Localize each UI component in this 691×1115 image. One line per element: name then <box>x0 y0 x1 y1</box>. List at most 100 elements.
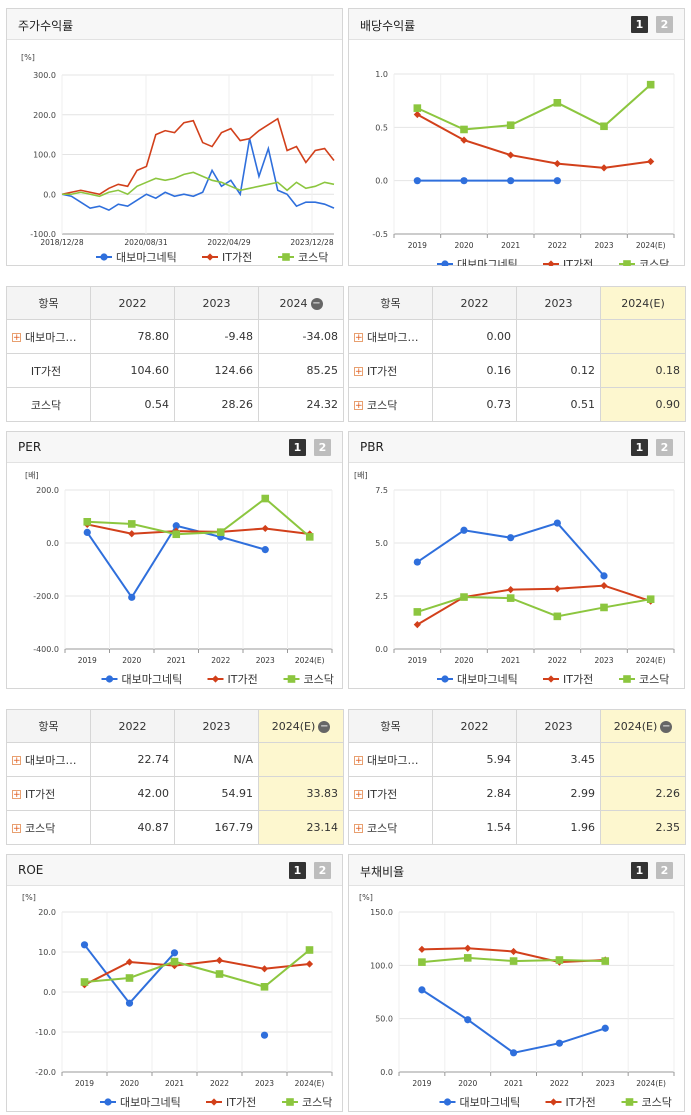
legend-marker <box>104 1098 112 1106</box>
unit-label: [배] <box>354 471 368 480</box>
table-row: + IT가전 42.00 54.91 33.83 <box>6 776 344 811</box>
per-panel: PER 1 2 [배] 200.0 0.0 -200.0 -400.0 2019 2020 2… <box>6 431 343 689</box>
expand-plus-icon[interactable]: + <box>12 790 21 800</box>
data-point <box>418 945 426 953</box>
data-point <box>172 530 181 539</box>
panel-header: PBR 1 2 <box>349 432 684 463</box>
expand-plus-icon[interactable]: + <box>12 756 21 766</box>
col-header-item: 항목 <box>6 286 91 320</box>
view-2-button[interactable]: 2 <box>656 16 673 33</box>
table-cell: 28.26 <box>174 387 259 422</box>
col-header-item: 항목 <box>6 709 91 743</box>
view-2-button[interactable]: 2 <box>314 439 331 456</box>
expand-plus-icon[interactable]: + <box>354 401 363 411</box>
data-point <box>418 958 426 966</box>
panel-title: PBR <box>360 440 384 454</box>
col-header-2024e: 2024(E) <box>600 286 686 320</box>
view-2-button[interactable]: 2 <box>656 439 673 456</box>
data-point <box>506 121 515 129</box>
table-row: + 대보마그… 78.80 -9.48 -34.08 <box>6 319 344 354</box>
data-point <box>128 530 136 538</box>
table-cell: 0.18 <box>600 353 686 388</box>
x-tick-label: 2021 <box>504 1079 523 1088</box>
expand-plus-icon[interactable]: + <box>354 824 363 834</box>
x-tick-label: 2023 <box>256 656 275 665</box>
expand-plus-icon[interactable]: + <box>12 824 21 834</box>
y-tick-label: 2.5 <box>375 592 388 601</box>
row-name: + IT가전 <box>348 353 433 388</box>
data-point <box>83 528 91 536</box>
data-point <box>261 494 270 503</box>
collapse-icon[interactable]: − <box>310 297 323 310</box>
table-row: + 코스닥 40.87 167.79 23.14 <box>6 810 344 845</box>
x-tick-label: 2024(E) <box>636 1079 666 1088</box>
view-1-button[interactable]: 1 <box>631 862 648 879</box>
collapse-icon[interactable]: − <box>660 720 673 733</box>
y-tick-label: -10.0 <box>35 1028 56 1037</box>
pbr-table: 항목 2022 2023 2024(E) − + 대보마그… 5.94 3.45 + IT가… <box>348 709 686 845</box>
series-line <box>421 989 606 1054</box>
view-1-button[interactable]: 1 <box>631 439 648 456</box>
legend-marker <box>100 253 108 261</box>
data-point <box>600 603 608 612</box>
view-2-button[interactable]: 2 <box>656 862 673 879</box>
expand-plus-icon[interactable]: + <box>354 790 363 800</box>
legend-marker <box>549 1098 558 1106</box>
row-name-label: 대보마그… <box>25 753 77 767</box>
y-tick-label: 1.0 <box>375 70 388 79</box>
panel-header: 부채비율 1 2 <box>349 855 684 886</box>
legend-label: 코스닥 <box>304 673 334 686</box>
roe-panel: ROE 1 2 [%] 20.0 10.0 0.0 -10.0 -20.0 2019 2020… <box>6 854 343 1112</box>
table-cell: 54.91 <box>174 776 259 811</box>
row-name-label: 코스닥 <box>367 821 398 835</box>
table-cell: 0.73 <box>432 387 517 422</box>
legend-marker <box>211 675 220 683</box>
legend-label: IT가전 <box>226 1096 256 1109</box>
x-tick-label: 2021 <box>501 656 520 665</box>
x-tick-label: 2022 <box>548 656 567 665</box>
view-1-button[interactable]: 1 <box>631 16 648 33</box>
legend-label: IT가전 <box>563 673 593 686</box>
legend-label: 대보마그네틱 <box>457 258 518 266</box>
y-tick-label: 0.5 <box>375 123 388 132</box>
roe-chart: [%]20.0 10.0 0.0 -10.0 -20.0 2019 2020 2021 2022… <box>22 893 333 1109</box>
expand-plus-icon[interactable]: + <box>12 333 21 343</box>
expand-plus-icon[interactable]: + <box>354 333 363 343</box>
data-point <box>553 177 561 185</box>
table-row: + 코스닥 0.73 0.51 0.90 <box>348 387 686 422</box>
y-tick-label: 150.0 <box>370 908 393 917</box>
series-line <box>416 113 651 169</box>
x-tick-label: 2022/04/29 <box>207 238 250 247</box>
col-header-2022: 2022 <box>432 286 517 320</box>
col-header-2024: 2024− <box>258 286 344 320</box>
data-point <box>172 522 180 530</box>
panel-title: 부채비율 <box>360 865 405 879</box>
series-line <box>417 596 651 618</box>
expand-plus-icon[interactable]: + <box>354 756 363 766</box>
y-tick-label: -100.0 <box>30 230 56 239</box>
data-point <box>464 1016 472 1024</box>
collapse-icon[interactable]: − <box>318 720 331 733</box>
col-header-2022: 2022 <box>432 709 517 743</box>
data-point <box>80 978 89 986</box>
row-name-label: IT가전 <box>367 364 398 378</box>
view-1-button[interactable]: 1 <box>289 862 306 879</box>
x-tick-label: 2022 <box>210 1079 229 1088</box>
data-point <box>600 572 608 580</box>
x-tick-label: 2024(E) <box>636 656 666 665</box>
table-cell: -9.48 <box>174 319 259 354</box>
x-tick-label: 2020 <box>454 656 473 665</box>
data-point <box>553 160 561 168</box>
x-tick-label: 2019 <box>75 1079 94 1088</box>
data-point <box>460 125 468 134</box>
series-line <box>416 521 605 577</box>
view-1-button[interactable]: 1 <box>289 439 306 456</box>
expand-plus-icon[interactable]: + <box>354 367 363 377</box>
legend-marker <box>623 675 631 683</box>
row-name-label: IT가전 <box>25 787 56 801</box>
view-2-button[interactable]: 2 <box>314 862 331 879</box>
row-name: + 대보마그… <box>6 742 91 777</box>
pbr-chart: [배] 7.5 5.0 2.5 0.0 2019 2020 2021 2022 2023 2024(… <box>354 471 675 686</box>
data-point <box>464 944 472 952</box>
table-cell: 0.54 <box>90 387 175 422</box>
